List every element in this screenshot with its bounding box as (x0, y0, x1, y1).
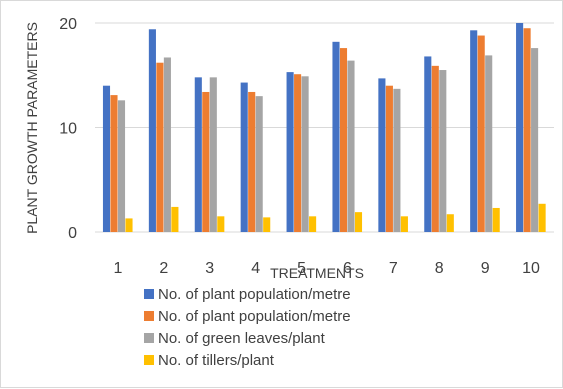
bar (485, 55, 493, 232)
y-tick-label: 0 (68, 225, 77, 242)
bar (194, 77, 202, 232)
bar (538, 203, 546, 232)
x-tick-label: 1 (113, 260, 122, 277)
bar (156, 62, 164, 233)
y-axis-title: PLANT GROWTH PARAMETERS (24, 22, 40, 234)
bar (378, 78, 386, 232)
bar (385, 85, 393, 232)
legend-swatch (144, 333, 154, 343)
bar (431, 65, 439, 232)
bar (301, 76, 309, 232)
x-tick-label: 9 (481, 260, 490, 277)
legend-swatch (144, 355, 154, 365)
legend-item: No. of tillers/plant (144, 352, 275, 369)
legend-label: No. of green leaves/plant (158, 330, 326, 347)
x-tick-label: 2 (159, 260, 168, 277)
bar (354, 212, 363, 232)
bar (400, 216, 408, 232)
bar (202, 91, 210, 232)
bar (125, 218, 133, 232)
y-tick-label: 10 (59, 121, 77, 138)
x-tick-label: 8 (435, 260, 444, 277)
bar (217, 216, 225, 232)
bar (294, 74, 302, 232)
x-tick-label: 4 (251, 260, 260, 277)
x-tick-labels: 1 2 3 4 5 6 7 8 9 10 (113, 260, 540, 277)
bar (477, 35, 485, 232)
bar (286, 72, 294, 233)
bar (332, 41, 340, 233)
legend-label: No. of plant population/metre (158, 286, 351, 303)
bar (393, 88, 401, 233)
x-tick-label: 3 (205, 260, 214, 277)
bar (240, 82, 248, 232)
x-tick-label: 6 (343, 260, 352, 277)
y-tick-labels: 0 10 20 (59, 16, 77, 242)
bar (439, 70, 447, 233)
y-tick-label: 20 (59, 16, 77, 33)
bars (102, 23, 546, 233)
bar (492, 207, 500, 232)
x-axis-title: TREATMENTS (270, 265, 364, 281)
bar (309, 216, 317, 232)
x-tick-label: 5 (297, 260, 306, 277)
bar (248, 91, 256, 232)
legend: No. of plant population/metre No. of plan… (144, 286, 351, 369)
legend-item: No. of green leaves/plant (144, 330, 326, 347)
bar (446, 214, 454, 232)
bar (163, 57, 171, 232)
bar (255, 96, 263, 233)
bar (523, 28, 531, 232)
legend-swatch (144, 289, 154, 299)
legend-item: No. of plant population/metre (144, 286, 351, 303)
bar (117, 100, 126, 232)
bar (102, 85, 111, 232)
bar (347, 60, 355, 233)
x-tick-label: 10 (522, 260, 540, 277)
legend-swatch (144, 311, 154, 321)
bar (263, 217, 271, 232)
bar (516, 23, 524, 232)
bar (531, 48, 539, 232)
legend-item: No. of plant population/metre (144, 308, 351, 325)
legend-label: No. of tillers/plant (158, 352, 275, 369)
bar (470, 30, 478, 232)
bar (171, 206, 179, 232)
bar (339, 48, 348, 232)
bar (110, 95, 118, 232)
x-tick-label: 7 (389, 260, 398, 277)
bar (209, 77, 217, 232)
legend-label: No. of plant population/metre (158, 308, 351, 325)
bar (148, 29, 156, 232)
bar (424, 56, 432, 232)
